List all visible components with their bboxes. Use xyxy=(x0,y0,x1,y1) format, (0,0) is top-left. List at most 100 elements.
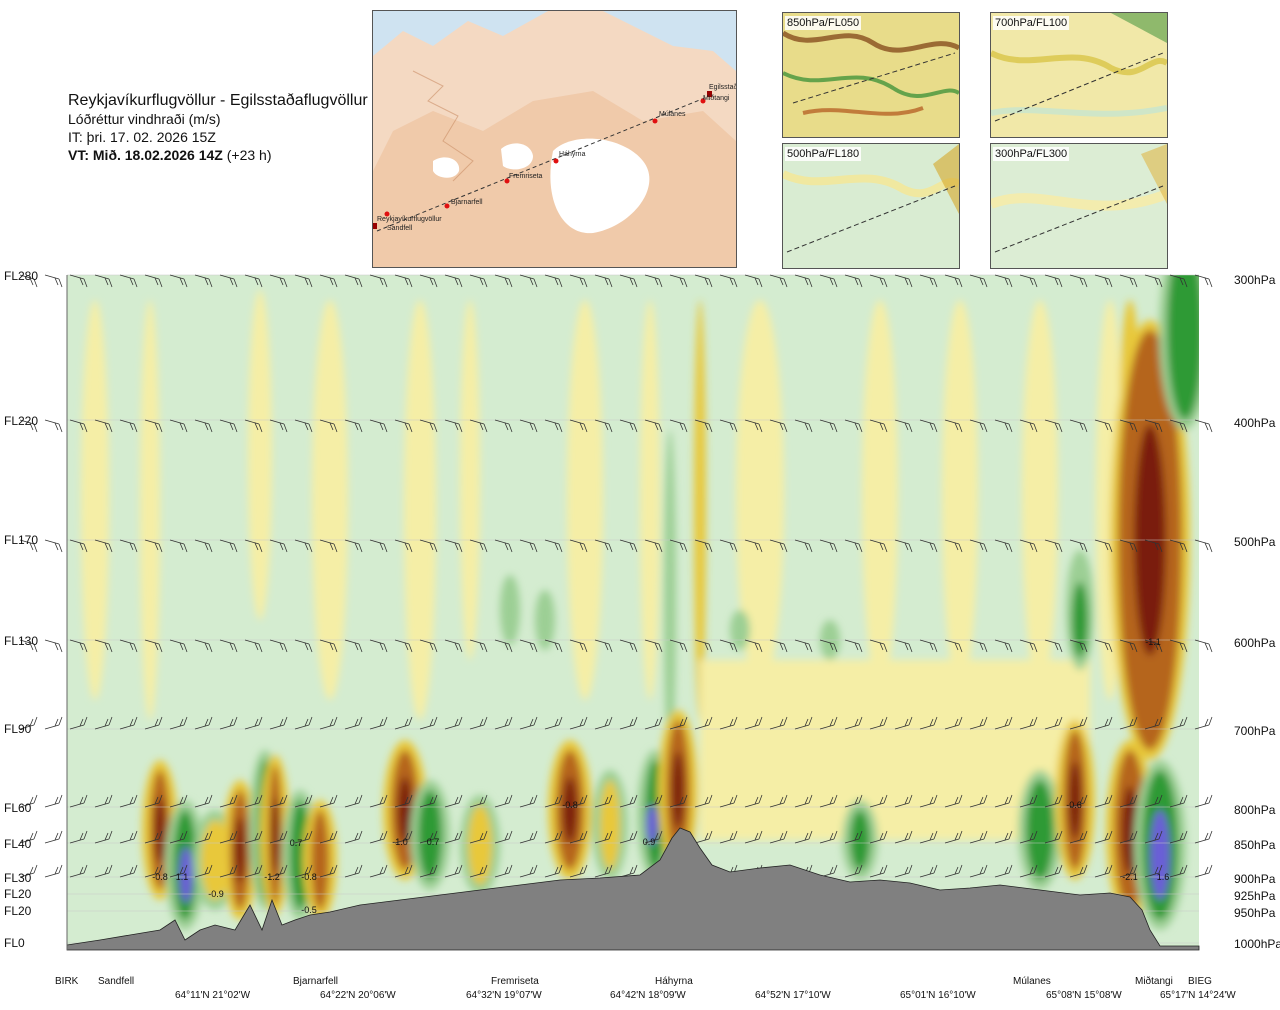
field-green-streak-1 xyxy=(535,590,555,650)
valid-time-value: VT: Mið. 18.02.2026 14Z xyxy=(68,147,223,163)
barb-row-2 xyxy=(19,539,1213,553)
field-cell-halo-17 xyxy=(1055,720,1095,880)
field-band-7 xyxy=(640,300,660,700)
map-label-fremriseta: Fremriseta xyxy=(509,173,543,180)
barb-row-1 xyxy=(19,419,1213,433)
annotation-14: 1.6 xyxy=(1157,872,1170,882)
annotation-10: 0.9 xyxy=(643,837,656,847)
field-green-streak-3 xyxy=(730,610,750,650)
annotation-6: -0.5 xyxy=(301,905,317,915)
field-cell-13 xyxy=(645,760,665,870)
mini-map-300: 300hPa/FL300 xyxy=(990,143,1168,269)
annotation-9: -0.8 xyxy=(562,800,578,810)
hpa-tick-3: 600hPa xyxy=(1234,636,1276,650)
x-coord-1: 64°22'N 20°06'W xyxy=(320,990,396,1001)
fl-tick-6: FL40 xyxy=(4,837,32,851)
annotation-8: 0.7 xyxy=(427,837,440,847)
field-cell-4 xyxy=(257,760,273,900)
fl-tick-10: FL0 xyxy=(4,936,25,950)
annotation-13: -2.1 xyxy=(1122,872,1138,882)
field-band-4 xyxy=(404,300,436,720)
field-cell-15 xyxy=(850,810,870,870)
x-place-bieg: BIEG xyxy=(1188,976,1212,987)
value-annotations: -0.8 1.1 -0.9 -1.2 -0.8 0.7 -0.5 -1.0 0.7 -0.8 0.9… xyxy=(152,637,1169,915)
field-cell-core-8 xyxy=(398,777,412,843)
field-cell-halo-3 xyxy=(222,780,258,920)
field-band-2 xyxy=(248,290,272,620)
chart-title-block: Reykjavíkurflugvöllur - Egilsstaðaflugvö… xyxy=(68,92,368,164)
map-label-mulanes: Múlanes xyxy=(659,111,686,118)
field-band-6 xyxy=(567,300,603,700)
x-place-mulanes: Múlanes xyxy=(1013,976,1051,987)
field-cell-17 xyxy=(1063,730,1087,870)
fl-tick-0: FL280 xyxy=(4,269,39,283)
fl-tick-5: FL60 xyxy=(4,801,32,815)
hpa-tick-7: 900hPa xyxy=(1234,872,1276,886)
field-cell-6 xyxy=(290,800,310,910)
field-cell-halo-2 xyxy=(193,810,237,910)
glacier-hofsjokull xyxy=(501,143,533,170)
field-band-10 xyxy=(862,300,898,690)
hpa-tick-0: 300hPa xyxy=(1234,273,1276,287)
mini-map-700: 700hPa/FL100 xyxy=(990,12,1168,138)
birk-marker xyxy=(373,223,377,229)
field-green-streak-0 xyxy=(500,575,520,645)
field-cell-halo-9 xyxy=(410,780,450,890)
x-place-bjarnarfell: Bjarnarfell xyxy=(293,976,339,987)
field-cell-21 xyxy=(1167,275,1199,420)
fl-tick-4: FL90 xyxy=(4,722,32,736)
field-band-8 xyxy=(694,300,706,720)
annotation-1: 1.1 xyxy=(176,872,189,882)
x-place-hahyrna: Háhyrna xyxy=(655,976,693,987)
map-label-hahyrna: Háhyrna xyxy=(559,151,586,158)
mini-map-700-label: 700hPa/FL100 xyxy=(993,16,1070,30)
terrain-profile xyxy=(66,827,1200,951)
x-coord-7: 65°17'N 14°24'W xyxy=(1160,990,1236,1001)
fl-tick-3: FL130 xyxy=(4,634,39,648)
field-cell-3 xyxy=(230,790,250,910)
hpa-tick-8: 925hPa xyxy=(1234,889,1276,903)
x-place-birk: BIRK xyxy=(55,976,79,987)
map-label-sandfell: Sandfell xyxy=(387,225,413,232)
x-coord-3: 64°42'N 18°09'W xyxy=(610,990,686,1001)
field-cell-5 xyxy=(268,765,282,905)
field-cell-core-0 xyxy=(155,797,165,863)
annotation-11: -0.6 xyxy=(1066,800,1082,810)
glacier-vatnajokull xyxy=(550,138,650,234)
field-cell-halo-16 xyxy=(1018,770,1062,890)
field-cell-halo-10 xyxy=(460,795,500,895)
mini-map-300-label: 300hPa/FL300 xyxy=(993,147,1070,161)
field-green-streak-4 xyxy=(820,620,840,660)
field-cell-core-14 xyxy=(672,751,684,829)
valid-time-lead: (+23 h) xyxy=(226,147,272,163)
field-band-0 xyxy=(81,300,109,700)
hpa-tick-1: 400hPa xyxy=(1234,416,1276,430)
field-cell-core-11 xyxy=(563,777,577,843)
mini-map-850: 850hPa/FL050 xyxy=(782,12,960,138)
annotation-5: 0.7 xyxy=(290,838,303,848)
field-cell-core-3 xyxy=(235,817,245,883)
mini-map-500-label: 500hPa/FL180 xyxy=(785,147,862,161)
field-background xyxy=(67,275,1199,950)
field-cell-14 xyxy=(666,720,690,860)
map-label-rvk: Reykjavíkurflugvöllur xyxy=(377,216,442,223)
fl-tick-9: FL20 xyxy=(4,904,32,918)
field-cell-halo-6 xyxy=(282,790,318,920)
map-label-midtangi: Miðtangi xyxy=(703,94,730,102)
fl-tick-8: FL20 xyxy=(4,887,32,901)
fl-tick-1: FL220 xyxy=(4,414,39,428)
field-mid-region xyxy=(700,660,1090,840)
x-place-midtangi: Miðtangi xyxy=(1135,976,1173,987)
mini-map-500: 500hPa/FL180 xyxy=(782,143,960,269)
barb-row-6 xyxy=(19,830,1213,844)
route-title: Reykjavíkurflugvöllur - Egilsstaðaflugvö… xyxy=(68,92,368,109)
overview-map: Reykjavíkurflugvöllur Sandfell Bjarnarfe… xyxy=(372,10,737,268)
field-cell-core-20 xyxy=(1134,424,1166,656)
field-cell-10 xyxy=(468,805,492,885)
wind-barbs xyxy=(19,274,1213,944)
x-coord-5: 65°01'N 16°10'W xyxy=(900,990,976,1001)
field-cell-halo-20 xyxy=(1110,320,1190,760)
field-green-core-mulanes xyxy=(1072,582,1088,658)
field-cell-9 xyxy=(418,790,442,880)
field-cell-18 xyxy=(1114,750,1146,910)
